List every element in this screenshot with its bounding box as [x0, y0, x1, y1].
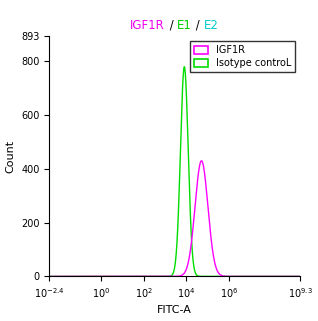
Legend: IGF1R, Isotype controL: IGF1R, Isotype controL — [190, 41, 295, 72]
Text: IGF1R: IGF1R — [130, 19, 165, 31]
Text: E2: E2 — [204, 19, 219, 31]
Text: /: / — [166, 19, 177, 31]
Text: E1: E1 — [177, 19, 192, 31]
Y-axis label: Count: Count — [5, 140, 16, 173]
Text: /: / — [192, 19, 204, 31]
X-axis label: FITC-A: FITC-A — [157, 306, 192, 316]
